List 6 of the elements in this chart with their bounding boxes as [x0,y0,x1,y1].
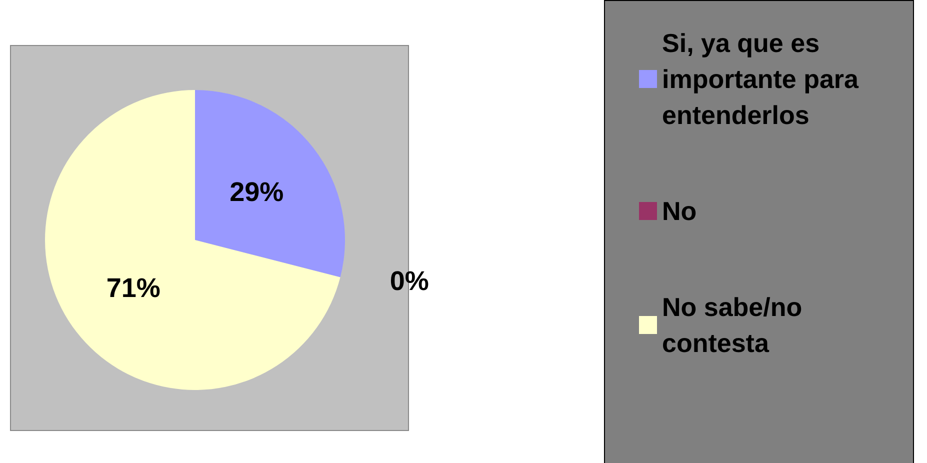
data-label: 29% [230,177,284,208]
legend-label: No sabe/no contesta [662,292,810,358]
data-label: 71% [106,272,160,303]
legend-label: No [662,196,697,226]
text: 0% [390,266,429,296]
legend-label: Si, ya que es importante para entenderlos [662,28,866,130]
